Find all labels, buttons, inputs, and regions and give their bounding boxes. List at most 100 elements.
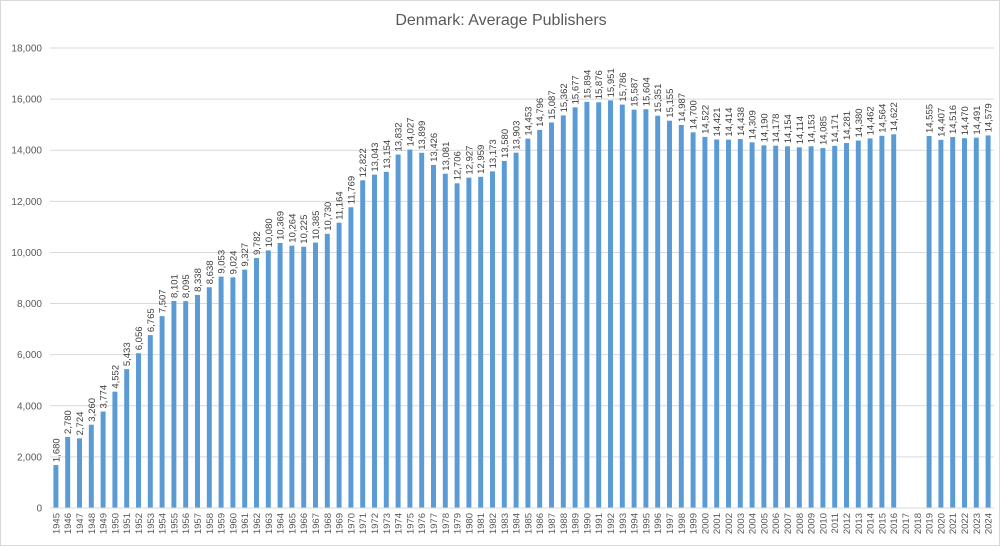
x-tick-label: 1998 xyxy=(677,513,688,534)
data-label: 14,438 xyxy=(736,107,747,136)
x-tick-label: 1973 xyxy=(382,513,393,534)
data-label: 14,796 xyxy=(535,98,546,127)
y-tick-label: 8,000 xyxy=(17,299,42,310)
x-axis-ticks: 1945 1946 1947 1948 1949 1950 1951 1952 1953 1954… xyxy=(51,513,994,534)
x-tick-label: 1960 xyxy=(228,513,239,534)
x-tick-label: 2001 xyxy=(712,513,723,534)
x-tick-label: 1965 xyxy=(287,513,298,534)
x-tick-label: 1968 xyxy=(323,513,334,534)
x-tick-label: 1962 xyxy=(252,513,263,534)
data-label: 14,622 xyxy=(889,102,900,131)
x-tick-label: 1986 xyxy=(535,513,546,534)
x-tick-label: 1980 xyxy=(464,513,475,534)
bar xyxy=(242,269,248,508)
bar xyxy=(867,138,873,508)
bar xyxy=(289,245,295,508)
bar xyxy=(478,176,484,508)
data-label: 15,894 xyxy=(582,70,593,99)
data-label: 14,421 xyxy=(712,107,723,136)
data-label: 12,822 xyxy=(358,148,369,177)
x-tick-label: 2009 xyxy=(807,513,818,534)
data-label: 14,453 xyxy=(523,107,534,136)
bar xyxy=(147,335,153,508)
data-label: 14,987 xyxy=(677,93,688,122)
y-tick-label: 12,000 xyxy=(11,197,42,208)
x-tick-label: 2018 xyxy=(913,513,924,534)
bar xyxy=(749,142,755,508)
x-tick-label: 1959 xyxy=(217,513,228,534)
bar xyxy=(985,135,991,509)
data-label: 14,522 xyxy=(700,105,711,134)
data-label: 2,780 xyxy=(63,410,74,434)
x-tick-label: 2020 xyxy=(936,513,947,534)
bar xyxy=(525,138,531,508)
data-label: 14,153 xyxy=(807,114,818,143)
bar xyxy=(938,139,944,508)
x-tick-label: 1992 xyxy=(606,513,617,534)
data-label: 15,155 xyxy=(665,89,676,118)
x-tick-label: 1971 xyxy=(358,513,369,534)
bar xyxy=(655,115,661,509)
data-label: 14,516 xyxy=(948,105,959,134)
gridlines xyxy=(50,47,994,458)
data-label: 15,876 xyxy=(594,70,605,99)
bar xyxy=(572,107,578,509)
data-label: 1,680 xyxy=(51,438,62,462)
y-tick-label: 14,000 xyxy=(11,146,42,157)
data-label: 6,056 xyxy=(134,326,145,350)
x-tick-label: 2016 xyxy=(889,513,900,534)
bar xyxy=(973,137,979,508)
x-tick-label: 1963 xyxy=(264,513,275,534)
data-label: 14,114 xyxy=(795,116,806,144)
x-tick-label: 1970 xyxy=(346,513,357,534)
bar xyxy=(442,173,448,509)
bar xyxy=(313,242,318,508)
bar xyxy=(785,146,790,508)
x-tick-label: 2014 xyxy=(866,513,877,534)
bar xyxy=(383,171,389,508)
bar xyxy=(596,102,602,508)
x-tick-label: 1951 xyxy=(122,513,133,534)
x-tick-label: 1957 xyxy=(193,513,204,534)
bar xyxy=(395,154,401,508)
bar xyxy=(419,152,425,508)
x-tick-label: 1991 xyxy=(594,513,605,534)
x-tick-label: 1958 xyxy=(205,513,216,534)
y-tick-label: 4,000 xyxy=(17,401,42,412)
data-label: 14,470 xyxy=(960,106,971,135)
bar xyxy=(466,177,472,509)
bar xyxy=(926,136,932,509)
x-tick-label: 1966 xyxy=(299,513,310,534)
data-label: 14,700 xyxy=(689,100,700,129)
data-label: 15,951 xyxy=(606,68,617,97)
data-label: 9,782 xyxy=(252,231,263,255)
bar xyxy=(171,300,177,508)
x-tick-label: 1953 xyxy=(146,513,157,534)
bar xyxy=(360,180,366,508)
data-label: 8,101 xyxy=(169,274,180,298)
data-label: 13,173 xyxy=(488,139,499,168)
bar xyxy=(454,183,460,508)
bar xyxy=(206,287,212,508)
data-label: 14,380 xyxy=(854,108,865,137)
data-label: 14,309 xyxy=(748,110,759,139)
x-tick-label: 1946 xyxy=(63,513,74,534)
data-label: 10,385 xyxy=(311,211,322,240)
x-tick-label: 1950 xyxy=(110,513,121,534)
x-tick-label: 1976 xyxy=(417,513,428,534)
data-label: 14,085 xyxy=(818,116,829,145)
data-label: 3,260 xyxy=(87,398,98,422)
bar xyxy=(702,136,708,509)
data-label: 11,769 xyxy=(346,176,357,204)
data-label: 15,362 xyxy=(559,83,570,112)
bar xyxy=(855,140,861,508)
data-label: 11,164 xyxy=(335,191,346,219)
data-label: 14,579 xyxy=(984,103,995,132)
x-tick-label: 1964 xyxy=(276,513,287,534)
y-tick-label: 18,000 xyxy=(11,44,42,55)
x-tick-label: 1969 xyxy=(335,513,346,534)
bar xyxy=(218,276,224,508)
y-tick-label: 10,000 xyxy=(11,248,42,259)
